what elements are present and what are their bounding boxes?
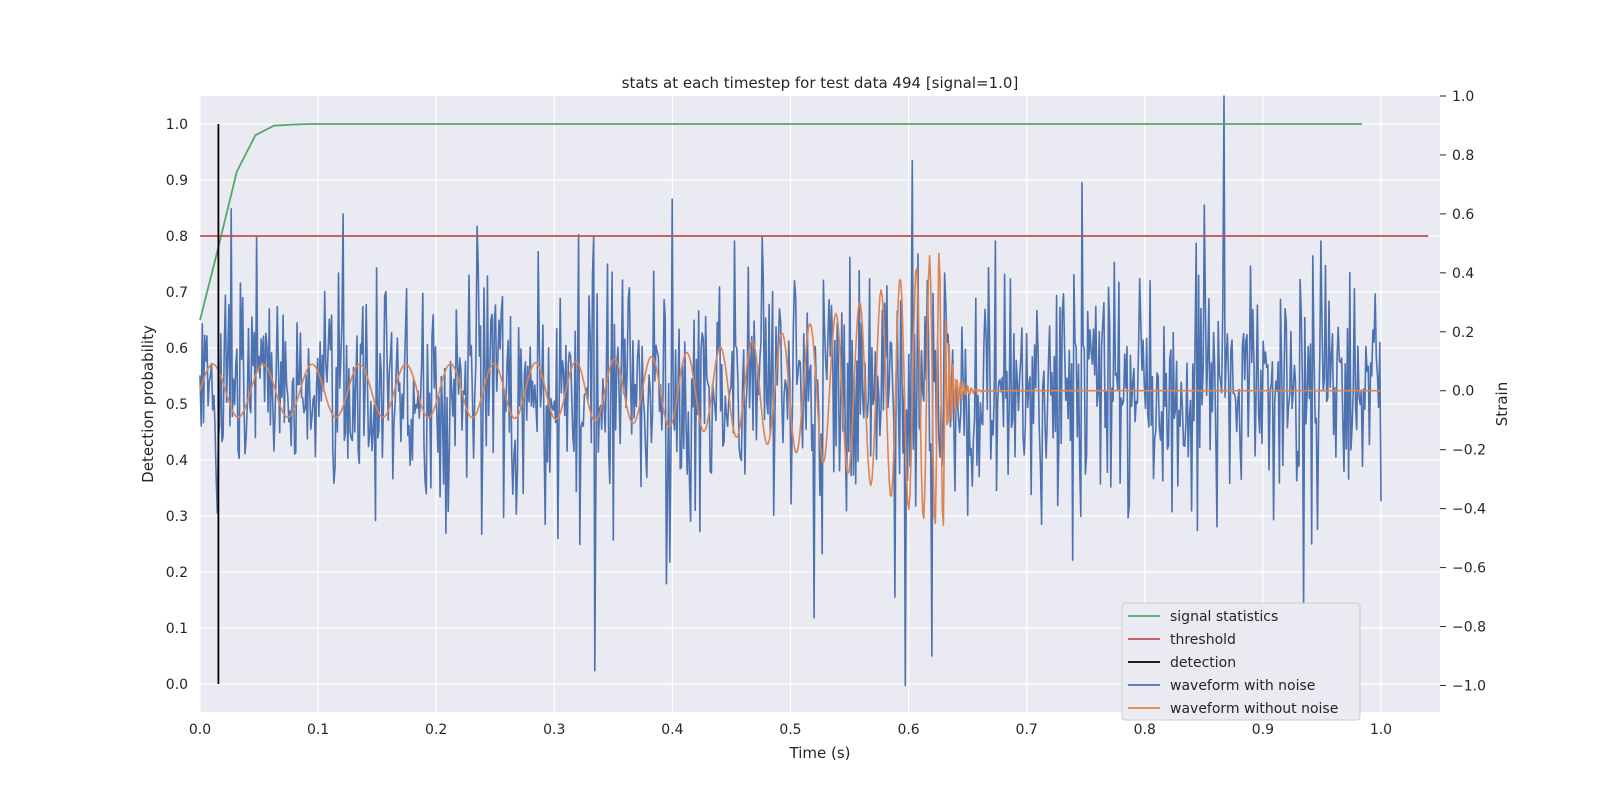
series-line-signal-statistics <box>199 123 1363 321</box>
x-tick-label: 0.0 <box>189 722 211 738</box>
x-tick-label: 0.1 <box>307 722 329 738</box>
legend-label-waveform-without-noise: waveform without noise <box>1170 701 1338 717</box>
y2-tick-label: 0.2 <box>1452 325 1474 341</box>
legend-label-waveform-with-noise: waveform with noise <box>1170 678 1315 694</box>
legend-label-signal-statistics: signal statistics <box>1170 609 1278 625</box>
y2-tick-label: −0.2 <box>1452 443 1486 459</box>
y2-axis-label: Strain <box>1493 382 1511 426</box>
y-tick-label: 0.9 <box>166 173 188 189</box>
x-tick-label: 0.6 <box>897 722 919 738</box>
y2-tick-label: −0.8 <box>1452 620 1486 636</box>
y-tick-label: 0.0 <box>166 677 188 693</box>
y-tick-label: 0.3 <box>166 509 188 525</box>
series-line-waveform-without-noise <box>199 252 1381 527</box>
y2-tick-label: −0.4 <box>1452 502 1486 518</box>
x-tick-label: 0.3 <box>543 722 565 738</box>
y-tick-label: 0.7 <box>166 285 188 301</box>
y-tick-label: 0.1 <box>166 621 188 637</box>
legend: signal statistics threshold detection wa… <box>1121 602 1361 721</box>
y-tick-label: 0.5 <box>166 397 188 413</box>
legend-box <box>1121 602 1361 721</box>
y-tick-label: 0.8 <box>166 229 188 245</box>
x-tick-label: 0.2 <box>425 722 447 738</box>
x-tick-label: 0.8 <box>1134 722 1156 738</box>
y-tick-label: 0.2 <box>166 565 188 581</box>
legend-label-threshold: threshold <box>1170 632 1236 648</box>
y2-tick-label: 1.0 <box>1452 89 1474 105</box>
x-tick-label: 0.5 <box>779 722 801 738</box>
series-line-waveform-with-noise <box>199 95 1382 687</box>
x-tick-label: 0.4 <box>661 722 683 738</box>
y-axis-ticks: 0.0 0.1 0.2 0.3 0.4 0.5 0.6 0.7 0.8 0.9 1.0 <box>166 117 188 693</box>
y2-tick-label: −0.6 <box>1452 561 1486 577</box>
y-axis-label: Detection probability <box>139 325 157 483</box>
x-axis-label: Time (s) <box>789 744 851 762</box>
x-axis-ticks: 0.0 0.1 0.2 0.3 0.4 0.5 0.6 0.7 0.8 0.9 1.0 <box>189 722 1392 738</box>
y2-tick-label: 0.4 <box>1452 266 1474 282</box>
y2-tick-label: −1.0 <box>1452 678 1486 694</box>
y-tick-label: 1.0 <box>166 117 188 133</box>
y2-tick-label: 0.8 <box>1452 148 1474 164</box>
y-tick-label: 0.4 <box>166 453 188 469</box>
y2-axis-ticks: −1.0 −0.8 −0.6 −0.4 −0.2 0.0 0.2 0.4 0.6 0.8 1.0 <box>1440 89 1486 694</box>
y2-tick-label: 0.6 <box>1452 207 1474 223</box>
x-tick-label: 1.0 <box>1370 722 1392 738</box>
series-layer <box>199 95 1429 687</box>
y-tick-label: 0.6 <box>166 341 188 357</box>
chart-title: stats at each timestep for test data 494… <box>622 74 1019 92</box>
x-tick-label: 0.9 <box>1252 722 1274 738</box>
y2-tick-label: 0.0 <box>1452 384 1474 400</box>
legend-label-detection: detection <box>1170 655 1236 671</box>
x-tick-label: 0.7 <box>1016 722 1038 738</box>
